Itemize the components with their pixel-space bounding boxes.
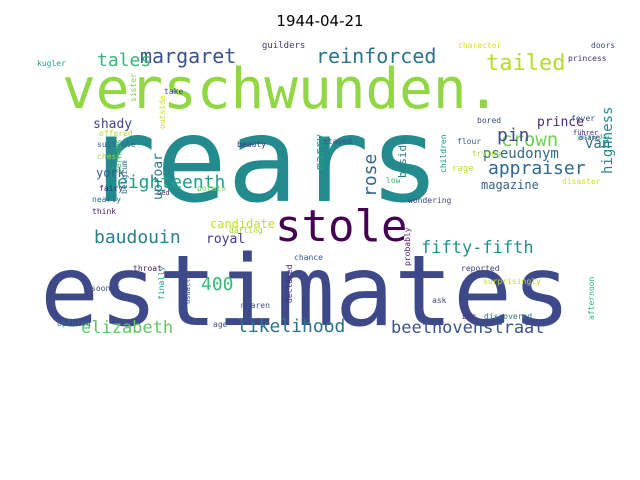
word-67: declared [285, 264, 294, 303]
word-42: offered [99, 129, 133, 138]
word-23: candidate [210, 217, 275, 231]
word-11: crown [501, 129, 558, 151]
word-55: nearly [92, 195, 121, 204]
word-48: bed [157, 189, 170, 197]
word-79: afternoon [587, 276, 596, 320]
word-3: stole [275, 201, 407, 252]
word-16: likelihood [237, 316, 345, 337]
word-32: character [458, 41, 502, 50]
word-8: fifty-fifth [421, 238, 534, 258]
word-0: rears [85, 91, 440, 229]
word-12: pin [497, 125, 530, 146]
word-74: opinion [57, 319, 91, 328]
word-45: perhaps [114, 139, 123, 173]
word-29: shady [93, 117, 132, 132]
word-75: age [213, 320, 228, 329]
word-19: pseudonym [483, 146, 559, 162]
word-62: surprisingly [483, 277, 541, 286]
word-10: eighteenth [117, 172, 225, 193]
word-22: royal [206, 232, 245, 247]
word-35: kugler [37, 59, 66, 68]
word-73: discovered [484, 312, 532, 321]
word-13: rose [360, 154, 381, 197]
word-43: suitable [97, 140, 136, 149]
word-39: führer [573, 129, 598, 137]
word-47: beauty [237, 140, 266, 149]
word-54: fairy [99, 184, 123, 193]
word-9: appraiser [488, 158, 586, 179]
word-7: tales [97, 50, 151, 71]
word-2: verschwunden. [62, 57, 500, 122]
word-5: reinforced [316, 44, 436, 68]
word-4: tailed [486, 51, 565, 76]
word-6: margaret [140, 44, 236, 68]
word-44: chest [97, 152, 121, 161]
word-78: outside [158, 95, 167, 129]
word-38: bored [477, 116, 501, 125]
word-65: finally [157, 266, 166, 300]
word-51: rage [452, 164, 474, 174]
word-57: darling [229, 226, 263, 235]
word-71: bbc [462, 312, 477, 321]
word-61: reported [461, 264, 500, 273]
chart-title: 1944-04-21 [276, 12, 364, 30]
word-18: 400 [201, 274, 234, 295]
word-40: flour [457, 137, 481, 146]
word-68: maaren [241, 301, 270, 310]
word-49: potato [197, 184, 226, 193]
word-15: elizabeth [81, 318, 173, 338]
word-24: uproar [151, 153, 166, 200]
word-36: fever [571, 114, 595, 123]
word-20: prince [537, 115, 584, 130]
word-28: van [585, 136, 610, 152]
word-60: low [386, 176, 401, 185]
word-56: think [92, 207, 116, 216]
word-25: marry [313, 134, 327, 170]
word-58: chance [294, 253, 323, 262]
word-27: highness [600, 107, 616, 174]
word-63: throat [133, 264, 162, 273]
word-17: beethovenstraat [391, 318, 545, 338]
word-80: yesterday [577, 134, 610, 141]
word-33: doors [591, 41, 615, 50]
word-34: princess [568, 54, 607, 63]
word-52: children [439, 134, 448, 173]
word-21: magazine [481, 178, 539, 192]
word-46: belgium [120, 160, 129, 194]
word-26: beside [396, 138, 409, 178]
word-77: take [164, 87, 183, 96]
word-50: stayed [323, 137, 352, 146]
word-69: probably [403, 227, 412, 266]
word-1: estimates [40, 235, 571, 349]
word-66: usually [184, 274, 192, 304]
word-53: disaster [562, 177, 601, 186]
word-70: sore [460, 292, 479, 301]
word-41: trying [472, 149, 501, 158]
word-31: guilders [262, 41, 305, 51]
word-59: wondering [408, 196, 452, 205]
word-76: sister [129, 73, 138, 102]
word-30: york [96, 166, 126, 180]
word-14: baudouin [94, 227, 181, 248]
word-72: ask [432, 296, 447, 305]
word-37: blame [579, 134, 600, 142]
word-64: sooner [91, 284, 120, 293]
